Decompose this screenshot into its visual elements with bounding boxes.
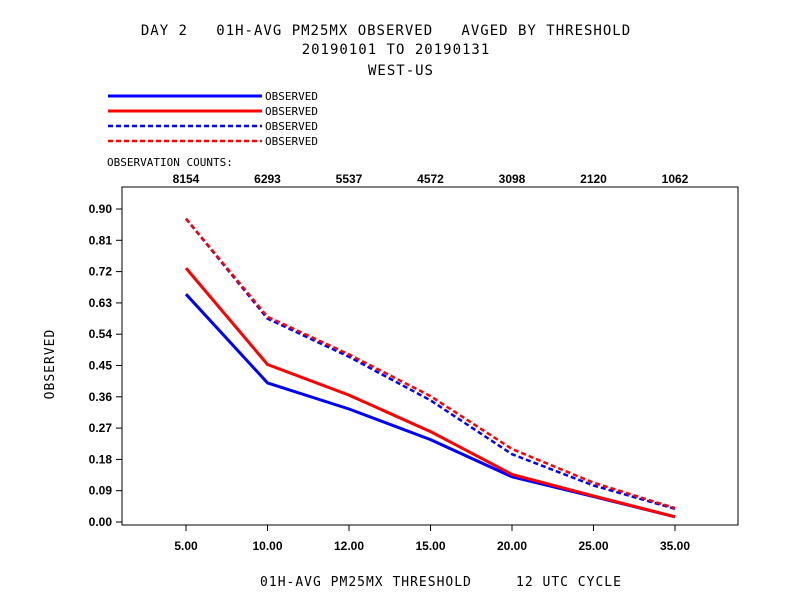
y-tick-label: 0.36 (89, 390, 113, 404)
y-tick-label: 0.00 (89, 515, 113, 529)
x-tick-label: 15.00 (415, 539, 445, 553)
legend-label: OBSERVED (265, 90, 318, 103)
observation-counts: 8154 6293 5537 4572 3098 2120 1062 (173, 172, 689, 186)
y-tick-label: 0.72 (89, 265, 113, 279)
chart-title: DAY 2 01H-AVG PM25MX OBSERVED AVGED BY T… (141, 23, 631, 79)
y-axis-label: OBSERVED (43, 329, 58, 400)
observation-count: 1062 (662, 172, 689, 186)
y-tick-label: 0.27 (89, 421, 113, 435)
x-tick-label: 10.00 (252, 539, 282, 553)
y-axis: 0.00 0.09 0.18 0.27 0.36 0.45 0.54 0.63 0.72 0.81… (89, 202, 122, 529)
observation-count: 5537 (336, 172, 363, 186)
observation-count: 3098 (499, 172, 526, 186)
x-axis: 5.00 10.00 12.00 15.00 20.00 25.00 35.00 (174, 525, 690, 553)
observation-count: 2120 (580, 172, 607, 186)
y-tick-label: 0.90 (89, 202, 113, 216)
series-line-4 (185, 217, 676, 510)
observation-count: 8154 (173, 172, 200, 186)
series-line-3 (185, 217, 676, 511)
observation-count: 4572 (417, 172, 444, 186)
chart-legend: OBSERVED OBSERVED OBSERVED OBSERVED (108, 90, 318, 148)
title-line-1: DAY 2 01H-AVG PM25MX OBSERVED AVGED BY T… (141, 23, 631, 39)
x-tick-label: 35.00 (660, 539, 690, 553)
y-tick-label: 0.63 (89, 296, 113, 310)
x-tick-label: 12.00 (334, 539, 364, 553)
x-tick-label: 25.00 (578, 539, 608, 553)
observation-count: 6293 (254, 172, 281, 186)
title-line-2: 20190101 TO 20190131 (302, 42, 491, 58)
legend-label: OBSERVED (265, 120, 318, 133)
x-axis-label: 01H-AVG PM25MX THRESHOLD 12 UTC CYCLE (260, 575, 622, 590)
y-tick-label: 0.09 (89, 484, 113, 498)
x-tick-label: 5.00 (174, 539, 198, 553)
series-line-1 (184, 293, 676, 519)
y-tick-label: 0.18 (89, 452, 113, 466)
y-tick-label: 0.45 (89, 359, 113, 373)
series-line-2 (184, 267, 676, 519)
x-tick-label: 20.00 (497, 539, 527, 553)
legend-label: OBSERVED (265, 135, 318, 148)
title-line-3: WEST-US (368, 63, 434, 79)
plot-frame (121, 186, 739, 526)
chart-series (184, 217, 676, 519)
y-tick-label: 0.54 (89, 327, 113, 341)
y-tick-label: 0.81 (89, 233, 113, 247)
legend-label: OBSERVED (265, 105, 318, 118)
observation-counts-label: OBSERVATION COUNTS: (107, 156, 233, 169)
